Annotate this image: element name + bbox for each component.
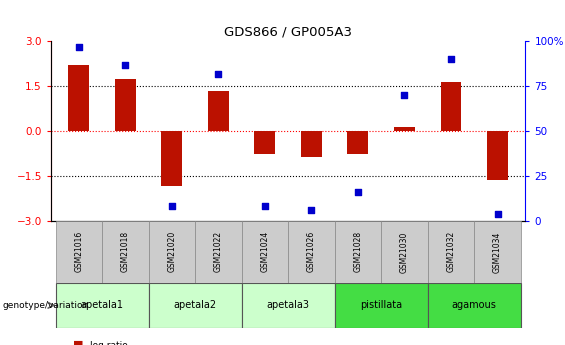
Text: GSM21026: GSM21026 <box>307 231 316 273</box>
Bar <box>68 65 89 131</box>
Text: GSM21034: GSM21034 <box>493 231 502 273</box>
Text: GSM21024: GSM21024 <box>260 231 270 273</box>
Text: GSM21022: GSM21022 <box>214 231 223 273</box>
Bar <box>55 221 102 283</box>
Bar <box>102 221 149 283</box>
Text: genotype/variation: genotype/variation <box>3 301 89 310</box>
Point <box>121 62 130 68</box>
Title: GDS866 / GP005A3: GDS866 / GP005A3 <box>224 26 352 39</box>
Bar <box>394 127 415 131</box>
Bar <box>149 283 242 328</box>
Bar <box>474 221 521 283</box>
Point <box>493 211 502 216</box>
Text: GSM21016: GSM21016 <box>74 231 83 273</box>
Bar <box>288 221 334 283</box>
Bar <box>334 283 428 328</box>
Point <box>260 204 270 209</box>
Point <box>446 57 455 62</box>
Text: apetala3: apetala3 <box>267 300 310 310</box>
Text: GSM21020: GSM21020 <box>167 231 176 273</box>
Bar <box>55 283 149 328</box>
Point <box>214 71 223 77</box>
Text: ■: ■ <box>73 340 84 345</box>
Point <box>74 44 83 50</box>
Text: GSM21018: GSM21018 <box>121 231 130 273</box>
Text: GSM21032: GSM21032 <box>446 231 455 273</box>
Bar <box>301 131 322 157</box>
Bar <box>254 131 275 154</box>
Text: GSM21030: GSM21030 <box>400 231 409 273</box>
Text: apetala2: apetala2 <box>173 300 216 310</box>
Text: pistillata: pistillata <box>360 300 402 310</box>
Bar <box>149 221 195 283</box>
Bar <box>487 131 508 180</box>
Bar <box>347 131 368 154</box>
Text: log ratio: log ratio <box>90 341 128 345</box>
Bar <box>428 283 521 328</box>
Text: apetala1: apetala1 <box>81 300 124 310</box>
Bar <box>162 131 182 186</box>
Bar <box>242 283 334 328</box>
Bar <box>195 221 242 283</box>
Text: agamous: agamous <box>452 300 497 310</box>
Bar <box>381 221 428 283</box>
Text: GSM21028: GSM21028 <box>354 231 362 273</box>
Bar <box>208 91 229 131</box>
Point <box>307 207 316 213</box>
Bar <box>115 79 136 131</box>
Bar <box>242 221 288 283</box>
Point <box>354 189 363 195</box>
Bar <box>334 221 381 283</box>
Bar <box>428 221 474 283</box>
Bar <box>441 82 462 131</box>
Point <box>167 204 176 209</box>
Point <box>400 92 409 98</box>
